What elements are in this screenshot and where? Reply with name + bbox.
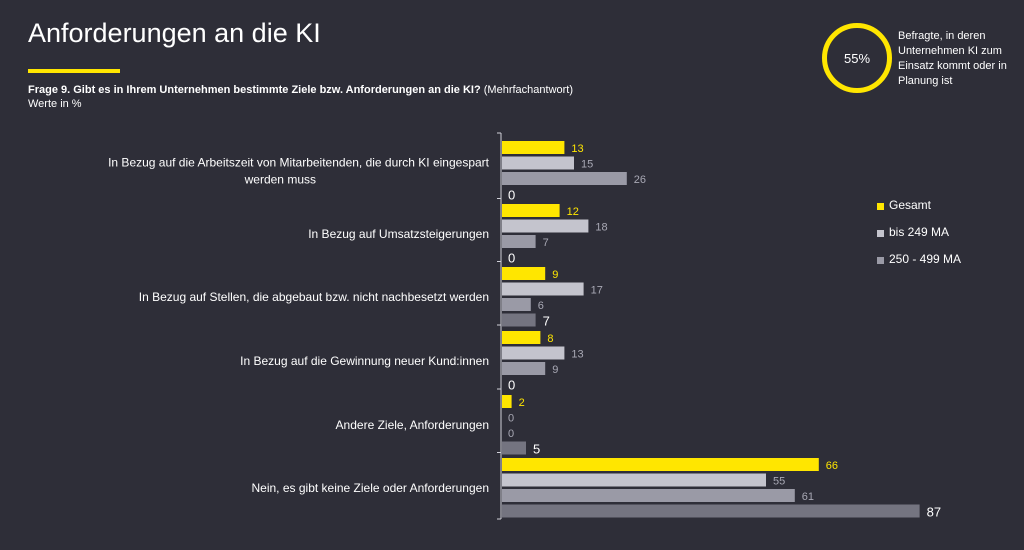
bar [502,313,536,327]
badge-value: 55% [843,50,871,66]
bar [502,219,589,233]
bar [502,267,546,280]
category-label: In Bezug auf Umsatzsteigerungen [308,227,489,241]
unit-label: Werte in % [28,98,82,110]
category-label: werden muss [244,172,316,186]
bar [502,441,526,455]
data-label: 13 [571,143,583,155]
bar [502,235,536,248]
bar [502,346,565,360]
bar [502,204,560,217]
data-label: 26 [634,174,646,186]
badge-caption: Befragte, in deren Unternehmen KI zum Ei… [898,30,1007,87]
data-label: 0 [508,378,515,393]
data-label: 61 [802,491,814,503]
data-label: 0 [508,188,515,203]
data-label: 17 [591,285,603,297]
data-label: 6 [538,300,544,312]
data-label: 0 [508,428,514,440]
data-label: 5 [533,442,540,457]
data-label: 15 [581,159,593,171]
data-label: 12 [567,206,579,218]
category-label: In Bezug auf die Arbeitszeit von Mitarbe… [108,155,490,169]
data-label: 18 [595,222,607,234]
bar [502,458,819,471]
bar [502,141,565,154]
legend-swatch [877,230,884,237]
question-main: Frage 9. Gibt es in Ihrem Unternehmen be… [28,84,481,96]
legend-label: Gesamt [889,198,932,212]
bar [502,331,541,344]
respondent-share-badge: 55% [822,23,892,93]
data-label: 7 [543,237,549,249]
legend-item: bis 249 MA [877,225,989,240]
chart-legend: Gesamt bis 249 MA 250 - 499 MA [877,198,989,279]
legend-swatch [877,203,884,210]
bar [502,362,546,375]
category-label: Andere Ziele, Anforderungen [336,418,489,432]
question-note: (Mehrfachantwort) [483,84,574,96]
data-label: 13 [571,349,583,361]
bar [502,395,512,408]
data-label: 0 [508,413,514,425]
data-label: 7 [543,314,550,329]
legend-item: Gesamt [877,198,989,213]
data-label: 87 [927,505,941,520]
data-label: 0 [508,251,515,266]
page-title: Anforderungen an die KI [28,18,321,48]
data-label: 9 [552,269,558,281]
category-label: In Bezug auf Stellen, die abgebaut bzw. … [139,290,489,304]
legend-item: 250 - 499 MA [877,252,989,267]
legend-swatch [877,257,884,264]
legend-label: bis 249 MA [889,225,950,239]
data-label: 66 [826,460,838,472]
bar [502,504,920,518]
title-underline [28,69,120,73]
data-label: 9 [552,364,558,376]
bar [502,473,766,487]
bar [502,489,795,502]
category-label: In Bezug auf die Gewinnung neuer Kund:in… [240,354,489,368]
bar [502,298,531,311]
question-text: Frage 9. Gibt es in Ihrem Unternehmen be… [28,84,573,96]
data-label: 55 [773,476,785,488]
bar [502,156,574,170]
category-label: Nein, es gibt keine Ziele oder Anforderu… [252,481,490,495]
data-label: 8 [547,333,553,345]
bar [502,282,584,296]
bar [502,172,627,185]
legend-label: 250 - 499 MA [889,252,962,266]
data-label: 2 [519,397,525,409]
